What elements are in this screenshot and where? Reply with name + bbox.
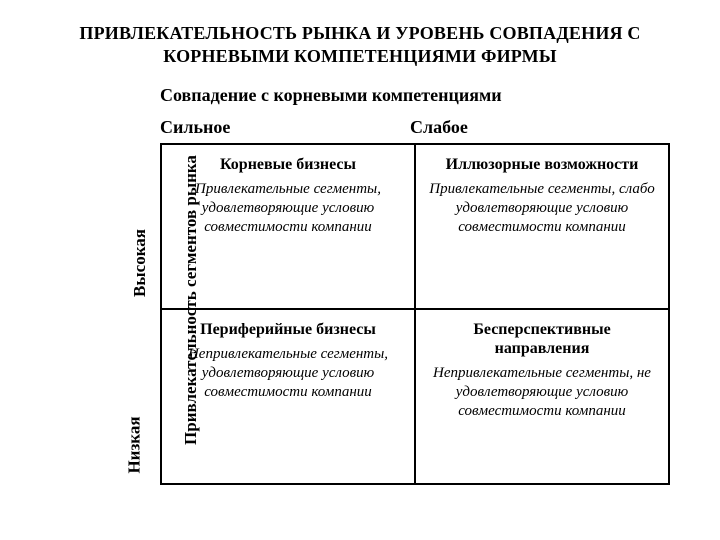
matrix-diagram: Привлекательность сегментов рынка Высока… [40,85,680,515]
matrix-row-low: Периферийные бизнесы Непривлекательные с… [161,309,669,484]
page-title: ПРИВЛЕКАТЕЛЬНОСТЬ РЫНКА И УРОВЕНЬ СОВПАД… [40,22,680,67]
cell-low-left: Периферийные бизнесы Непривлекательные с… [161,309,415,484]
row-label-low: Низкая [125,416,145,473]
cell-title: Периферийные бизнесы [174,320,402,339]
matrix-table: Корневые бизнесы Привлекательные сегмент… [160,143,670,485]
col-label-left: Сильное [160,117,230,138]
cell-desc: Непривлекательные сегменты, не удовлетво… [428,364,656,420]
cell-high-right: Иллюзорные возможности Привлекательные с… [415,144,669,309]
cell-low-right: Бесперспективные направления Непривлекат… [415,309,669,484]
cell-title: Иллюзорные возможности [428,155,656,174]
cell-desc: Привлекательные сегменты, удовлетворяющи… [174,180,402,236]
cell-title: Корневые бизнесы [174,155,402,174]
col-label-right: Слабое [410,117,468,138]
slide: ПРИВЛЕКАТЕЛЬНОСТЬ РЫНКА И УРОВЕНЬ СОВПАД… [0,0,720,540]
x-axis-title: Совпадение с корневыми компетенциями [160,85,502,106]
cell-desc: Привлекательные сегменты, слабо удовлетв… [428,180,656,236]
cell-desc: Непривлекательные сегменты, удовлетворяю… [174,345,402,401]
cell-high-left: Корневые бизнесы Привлекательные сегмент… [161,144,415,309]
row-label-high: Высокая [130,229,150,297]
matrix-row-high: Корневые бизнесы Привлекательные сегмент… [161,144,669,309]
cell-title: Бесперспективные направления [428,320,656,358]
